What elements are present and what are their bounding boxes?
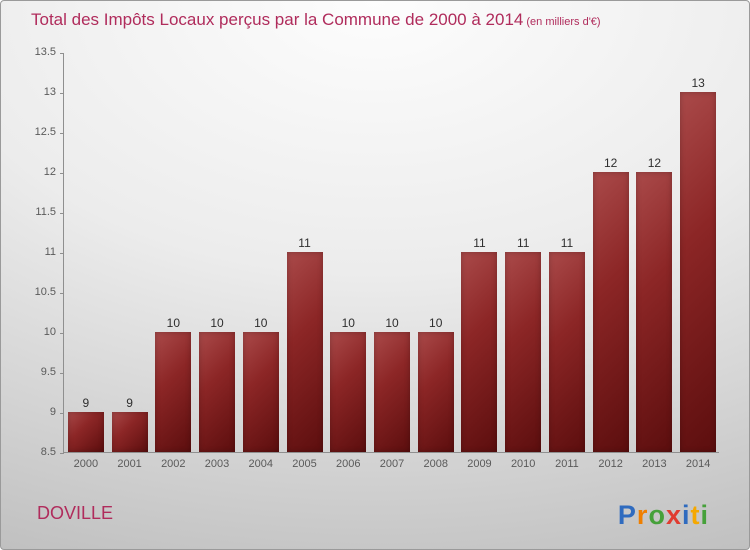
x-axis-tick-label: 2011: [555, 458, 579, 470]
y-axis-tick-mark: [60, 372, 64, 374]
y-axis-tick-mark: [60, 92, 64, 94]
bar-value-label: 10: [385, 316, 399, 330]
bar-2014: [680, 92, 717, 452]
bar-value-label: 10: [429, 316, 443, 330]
bar-2011: [548, 252, 585, 452]
y-axis-tick-mark: [60, 212, 64, 214]
x-axis-tick-label: 2004: [248, 458, 274, 470]
bar-value-label: 12: [647, 156, 662, 170]
x-axis-tick-label: 2005: [292, 458, 317, 470]
y-axis-tick-label: 13: [43, 86, 56, 98]
bar-value-label: 10: [210, 316, 224, 330]
x-axis-tick-label: 2010: [510, 458, 536, 470]
bar-value-label: 9: [126, 396, 133, 410]
y-axis-tick-label: 11.5: [35, 206, 56, 218]
x-axis-tick-label: 2000: [73, 458, 99, 470]
bar-value-label: 11: [560, 236, 574, 250]
y-axis-tick-mark: [60, 252, 64, 254]
bar-2012: [592, 172, 629, 452]
x-axis-tick-label: 2007: [379, 458, 405, 470]
chart-title-text: Total des Impôts Locaux perçus par la Co…: [31, 10, 524, 29]
bar-value-label: 10: [166, 316, 180, 330]
bar-2003: [199, 332, 236, 452]
bar-value-label: 10: [254, 316, 268, 330]
chart-subtitle-unit: (en milliers d'€): [526, 16, 601, 28]
y-axis-tick-mark: [60, 172, 64, 174]
x-axis-tick-label: 2012: [598, 458, 623, 470]
bar-value-label: 10: [341, 316, 355, 330]
proxiti-logo-letter: x: [665, 500, 682, 530]
proxiti-logo-letter: i: [700, 500, 709, 530]
y-axis-tick-label: 10.5: [34, 286, 56, 298]
chart-title: Total des Impôts Locaux perçus par la Co…: [31, 10, 601, 30]
bar-2002: [155, 332, 192, 452]
y-axis-tick-label: 11: [44, 246, 56, 258]
proxiti-logo[interactable]: Proxiti: [618, 500, 709, 531]
x-axis-tick-label: 2006: [336, 458, 361, 470]
proxiti-logo-letter: i: [681, 500, 691, 530]
y-axis-tick-label: 13.5: [34, 46, 56, 58]
bar-2010: [505, 252, 542, 452]
proxiti-logo-letter: P: [617, 500, 637, 530]
bar-2009: [461, 252, 498, 452]
x-axis-tick-label: 2013: [642, 458, 667, 470]
bar-2007: [374, 332, 410, 452]
y-axis-tick-mark: [60, 52, 64, 54]
y-axis-tick-mark: [60, 412, 64, 414]
y-axis-tick-mark: [60, 132, 64, 134]
commune-name: DOVILLE: [37, 503, 114, 523]
plot-area: 8.5 9 9.5 10 10.5 11 11.5 12 12.5 13 13.5 9 2000 9 200…: [35, 46, 719, 470]
proxiti-logo-letter: t: [690, 500, 701, 530]
bar-value-label: 13: [691, 76, 705, 90]
y-axis-tick-label: 12.5: [34, 126, 56, 138]
bar-value-label: 11: [298, 236, 311, 250]
y-axis-tick-label: 12: [43, 166, 56, 178]
x-axis-tick-label: 2009: [467, 458, 492, 470]
bar-2006: [330, 332, 367, 452]
bar-2004: [242, 332, 279, 452]
bar-value-label: 12: [603, 156, 618, 170]
y-axis-tick-mark: [60, 452, 64, 454]
bar-2013: [636, 172, 673, 452]
bar-value-label: 11: [516, 236, 530, 250]
y-axis-tick-label: 8.5: [40, 446, 56, 458]
y-axis-tick-label: 9.5: [40, 366, 56, 378]
x-axis-tick-label: 2008: [423, 458, 448, 470]
bar-2008: [417, 332, 454, 452]
y-axis-tick-label: 10: [43, 326, 56, 338]
proxiti-logo-letter: r: [636, 500, 649, 530]
y-axis-tick-label: 9: [49, 406, 56, 418]
x-axis-tick-label: 2002: [161, 458, 186, 470]
x-axis-tick-label: 2014: [685, 458, 711, 470]
x-axis-tick-label: 2003: [204, 458, 230, 470]
bar-value-label: 11: [473, 236, 486, 250]
proxiti-logo-letter: o: [648, 500, 666, 530]
bar-2001: [111, 412, 148, 452]
x-axis-tick-label: 2001: [117, 458, 142, 470]
y-axis-tick-mark: [60, 332, 64, 334]
bar-2005: [286, 252, 323, 452]
bar-2000: [67, 412, 104, 452]
y-axis-tick-mark: [60, 292, 64, 294]
bar-value-label: 9: [82, 396, 90, 410]
